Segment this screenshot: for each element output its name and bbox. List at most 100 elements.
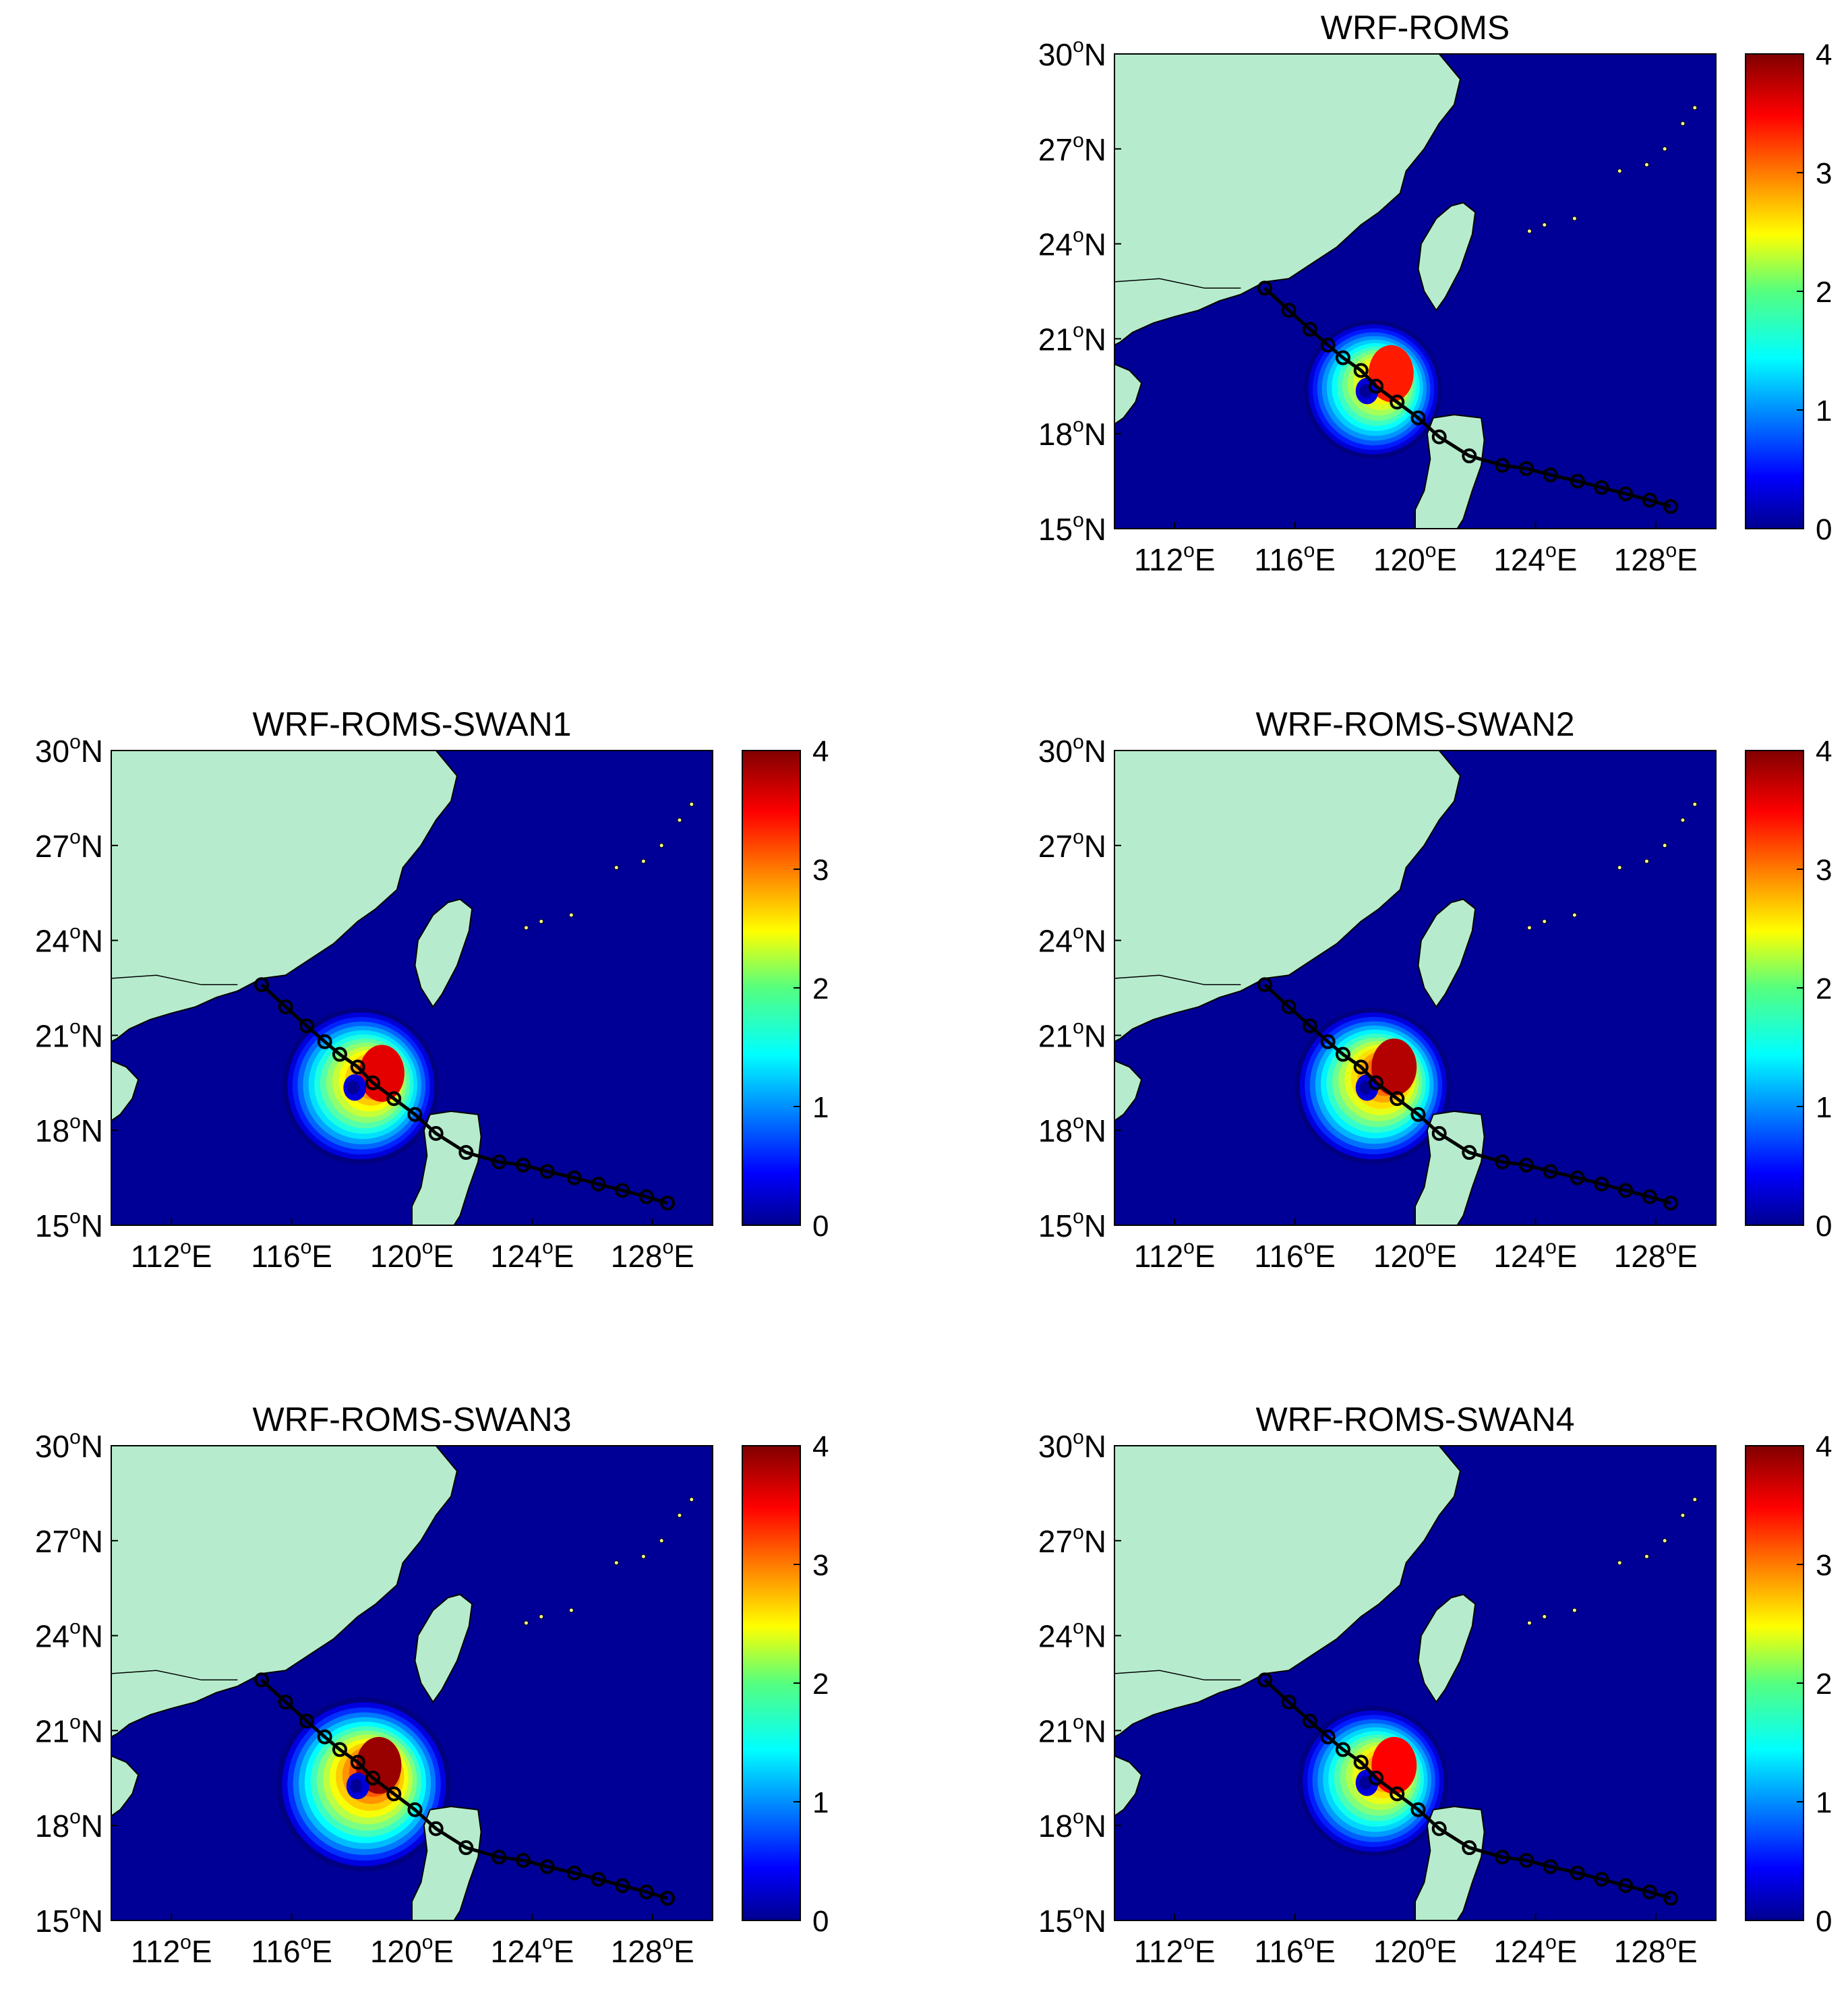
typhoon-track-point [566, 1170, 582, 1185]
typhoon-track-point [1642, 1189, 1657, 1204]
typhoon-track-point [1369, 1770, 1384, 1786]
lat-tick-label: 27oN [1038, 1521, 1106, 1559]
storm-eye-core [1359, 1775, 1372, 1790]
lon-tick-label: 128oE [1614, 1236, 1698, 1274]
typhoon-track-point [1543, 1164, 1558, 1179]
typhoon-track-point [386, 1786, 402, 1802]
lat-tick-label: 18oN [1038, 414, 1106, 452]
typhoon-track-point [365, 1075, 381, 1090]
typhoon-track-point [1462, 1145, 1477, 1160]
typhoon-track-line [1263, 287, 1671, 508]
typhoon-track-point [539, 1164, 555, 1179]
island-marker [1542, 1614, 1547, 1619]
typhoon-track-point [1594, 479, 1609, 495]
lon-tick-label: 124oE [1493, 1236, 1577, 1274]
colorbar [1745, 1445, 1804, 1921]
land-taiwan [1417, 1593, 1477, 1703]
typhoon-track-point [566, 1865, 582, 1881]
typhoon-track-point [1642, 1884, 1657, 1900]
typhoon-track-point [1281, 999, 1296, 1015]
typhoon-track-point [1495, 1850, 1510, 1865]
typhoon-track-point [1353, 363, 1369, 378]
typhoon-track-point [1570, 1865, 1585, 1881]
typhoon-track-point [1281, 1695, 1296, 1710]
typhoon-track-point [1495, 1154, 1510, 1170]
lon-tick-label: 124oE [490, 1931, 574, 1969]
island-marker [689, 802, 694, 807]
island-marker [640, 1554, 646, 1559]
typhoon-track-point [1320, 1034, 1336, 1049]
island-marker [523, 925, 529, 931]
colorbar [1745, 53, 1804, 529]
wave-height-field [111, 1446, 694, 1920]
typhoon-track-point [615, 1183, 630, 1198]
typhoon-track-point [1390, 394, 1405, 410]
lat-tick-label: 18oN [1038, 1806, 1106, 1844]
island-marker [1662, 843, 1667, 848]
island-marker [1526, 229, 1532, 234]
colorbar-tick-label: 4 [1816, 735, 1832, 768]
typhoon-track-point [591, 1871, 606, 1887]
typhoon-track-point [1390, 1091, 1405, 1107]
typhoon-track-point [1302, 322, 1317, 337]
island-marker [659, 843, 664, 848]
lon-tick-label: 124oE [1493, 1931, 1577, 1969]
lat-tick-label: 27oN [35, 826, 103, 864]
lon-tick-label: 116oE [251, 1931, 332, 1969]
typhoon-track-point [1570, 473, 1585, 489]
land-hainan [1114, 363, 1143, 425]
typhoon-track-point [660, 1891, 676, 1906]
colorbar-tick-label: 4 [1816, 1430, 1832, 1463]
colorbar-tick-label: 0 [1816, 1210, 1832, 1243]
typhoon-track-line [1263, 1678, 1671, 1900]
lon-tick-label: 124oE [490, 1236, 574, 1274]
typhoon-track-point [278, 999, 293, 1015]
land-border [111, 1670, 238, 1681]
land-taiwan [1417, 202, 1477, 312]
land-taiwan [414, 1593, 473, 1703]
lat-tick-label: 24oN [1038, 225, 1106, 262]
typhoon-track-point [1335, 1742, 1350, 1757]
colorbar-tick-label: 1 [812, 1091, 829, 1124]
colorbar-tick-label: 3 [1816, 1549, 1832, 1582]
typhoon-track-point [1519, 461, 1534, 476]
island-marker [1617, 865, 1622, 871]
panel-title: WRF-ROMS [1321, 9, 1510, 47]
island-marker [1644, 162, 1649, 167]
island-marker [640, 858, 646, 864]
colorbar-tick-label: 3 [812, 1549, 829, 1582]
colorbar-tick-label: 4 [1816, 38, 1832, 71]
colorbar [742, 750, 801, 1226]
panel-title: WRF-ROMS-SWAN3 [252, 1401, 571, 1438]
land-china [1114, 1446, 1461, 1738]
colorbar-tick-label: 1 [812, 1786, 829, 1819]
land-luzon [1414, 1111, 1485, 1225]
typhoon-track-point [1302, 1713, 1317, 1729]
colorbar-tick-label: 0 [812, 1210, 829, 1243]
island-marker [1644, 858, 1649, 864]
lat-tick-label: 27oN [1038, 129, 1106, 167]
typhoon-track-point [1353, 1059, 1369, 1075]
colorbar [1745, 750, 1804, 1226]
typhoon-track-point [1594, 1176, 1609, 1192]
typhoon-track-point [350, 1059, 365, 1075]
storm-eye-core [1359, 1080, 1372, 1095]
lon-tick-label: 128oE [611, 1931, 694, 1969]
panel-title: WRF-ROMS-SWAN2 [1255, 705, 1574, 743]
typhoon-track-point [278, 1695, 293, 1710]
island-marker [1680, 121, 1686, 126]
land-china [111, 1446, 458, 1738]
wave-height-field [111, 751, 694, 1225]
typhoon-track-point [317, 1034, 332, 1049]
storm-eye-core [1359, 384, 1372, 399]
lon-tick-label: 128oE [1614, 1931, 1698, 1969]
colorbar-tick-label: 0 [812, 1905, 829, 1938]
colorbar-tick-label: 2 [812, 972, 829, 1005]
typhoon-track-point [1281, 303, 1296, 318]
typhoon-track-point [1320, 337, 1336, 353]
typhoon-track-point [1663, 1196, 1679, 1211]
land-luzon [1414, 1806, 1485, 1920]
colorbar-tick-label: 1 [1816, 1786, 1832, 1819]
storm-eye-core [350, 1779, 363, 1793]
typhoon-track-point [1594, 1871, 1609, 1887]
